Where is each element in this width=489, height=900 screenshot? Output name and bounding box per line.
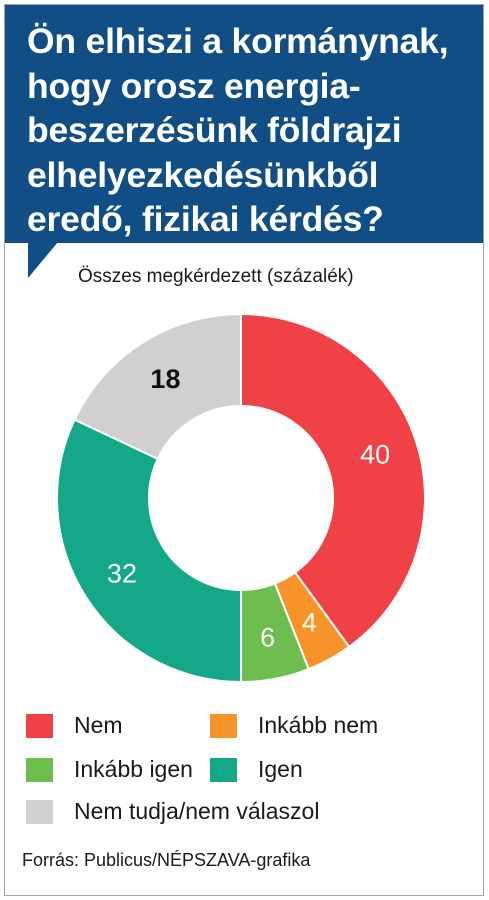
title-line-4: elhelyezkedésünkből — [27, 154, 379, 195]
title-line-5: eredő, fizikai kérdés? — [27, 199, 384, 239]
slice-label-nem-tudja: 18 — [150, 364, 180, 394]
slice-label-inkabb-nem: 4 — [302, 607, 317, 637]
slice-nem-tudja — [73, 312, 242, 461]
title-line-1: Ön elhiszi a kormánynak, — [27, 21, 449, 61]
chart-subtitle: Összes megkérdezett (százalék) — [78, 266, 354, 287]
title-banner: Ön elhiszi a kormánynak, hogy orosz ener… — [5, 5, 483, 243]
speech-bubble-tail — [28, 242, 58, 278]
slice-label-igen: 32 — [107, 559, 137, 589]
slice-label-inkabb-igen: 6 — [260, 622, 275, 652]
chart-title: Ön elhiszi a kormánynak, hogy orosz ener… — [27, 19, 477, 242]
slice-nem — [240, 312, 426, 649]
slice-label-nem: 40 — [360, 439, 390, 469]
title-line-3: beszerzésünk földrajzi — [27, 110, 402, 150]
source-note: Forrás: Publicus/NÉPSZAVA-grafika — [22, 850, 311, 870]
slice-igen — [56, 418, 242, 684]
title-line-2: hogy orosz energia- — [27, 65, 361, 106]
